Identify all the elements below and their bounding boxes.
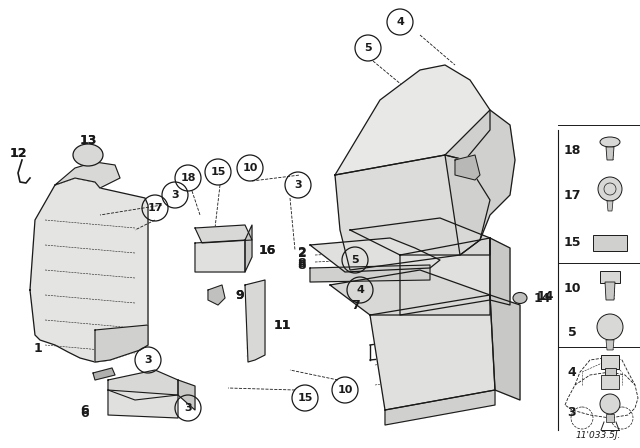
Text: 6: 6 <box>81 404 90 417</box>
Polygon shape <box>195 240 245 272</box>
Text: 11'033.5J.: 11'033.5J. <box>575 431 621 439</box>
Polygon shape <box>490 295 520 400</box>
Polygon shape <box>330 270 490 315</box>
Text: 12: 12 <box>9 146 27 159</box>
Text: 5: 5 <box>364 43 372 53</box>
Circle shape <box>600 394 620 414</box>
FancyBboxPatch shape <box>601 375 619 389</box>
Polygon shape <box>55 162 120 188</box>
Polygon shape <box>335 155 490 270</box>
Text: 5: 5 <box>568 326 577 339</box>
Polygon shape <box>208 285 225 305</box>
Circle shape <box>598 177 622 201</box>
Polygon shape <box>245 225 252 272</box>
Polygon shape <box>445 110 515 255</box>
Polygon shape <box>195 225 252 243</box>
Polygon shape <box>310 265 430 282</box>
Text: 1: 1 <box>34 341 42 354</box>
Polygon shape <box>605 282 615 300</box>
Polygon shape <box>93 368 115 380</box>
Text: 13: 13 <box>79 134 97 146</box>
Text: 16: 16 <box>259 244 276 257</box>
Text: 15: 15 <box>563 236 580 249</box>
Text: 6: 6 <box>81 406 90 419</box>
Text: 8: 8 <box>298 257 307 270</box>
Text: 14: 14 <box>536 289 554 302</box>
Text: 9: 9 <box>236 289 244 302</box>
Text: 3: 3 <box>294 180 302 190</box>
Text: 2: 2 <box>298 246 307 258</box>
Text: 11: 11 <box>273 319 291 332</box>
Text: 15: 15 <box>298 393 313 403</box>
Text: 17: 17 <box>147 203 163 213</box>
Polygon shape <box>385 390 495 425</box>
Polygon shape <box>606 414 614 422</box>
Ellipse shape <box>600 137 620 147</box>
Polygon shape <box>30 178 148 362</box>
Text: 3: 3 <box>184 403 192 413</box>
Text: 4: 4 <box>396 17 404 27</box>
Text: 5: 5 <box>351 255 359 265</box>
Polygon shape <box>245 280 265 362</box>
Text: 2: 2 <box>298 246 307 259</box>
Polygon shape <box>95 325 148 362</box>
Text: 12: 12 <box>9 146 27 159</box>
FancyBboxPatch shape <box>605 367 616 376</box>
FancyBboxPatch shape <box>601 355 619 369</box>
Ellipse shape <box>513 293 527 303</box>
Polygon shape <box>178 380 195 410</box>
Text: 10: 10 <box>243 163 258 173</box>
Ellipse shape <box>73 144 103 166</box>
Polygon shape <box>606 147 614 160</box>
Text: 9: 9 <box>236 289 244 302</box>
FancyBboxPatch shape <box>593 235 627 251</box>
Polygon shape <box>310 238 440 272</box>
Text: 15: 15 <box>211 167 226 177</box>
Text: 16: 16 <box>259 244 276 257</box>
Text: 18: 18 <box>563 143 580 156</box>
Text: 3: 3 <box>144 355 152 365</box>
Text: 8: 8 <box>298 258 307 271</box>
Text: 13: 13 <box>79 134 97 146</box>
Text: 10: 10 <box>563 281 580 294</box>
Polygon shape <box>400 238 490 315</box>
Text: 3: 3 <box>171 190 179 200</box>
Text: 14: 14 <box>533 292 551 305</box>
Text: 7: 7 <box>351 298 360 311</box>
Text: 11: 11 <box>273 319 291 332</box>
Polygon shape <box>350 218 490 255</box>
FancyBboxPatch shape <box>600 271 620 283</box>
Polygon shape <box>335 65 490 175</box>
Polygon shape <box>607 201 613 211</box>
Text: 17: 17 <box>563 189 580 202</box>
Text: 4: 4 <box>356 285 364 295</box>
Text: 4: 4 <box>568 366 577 379</box>
Polygon shape <box>108 390 178 418</box>
Text: 10: 10 <box>337 385 353 395</box>
Circle shape <box>597 314 623 340</box>
Polygon shape <box>606 340 614 350</box>
Polygon shape <box>370 295 495 410</box>
Polygon shape <box>490 238 510 305</box>
Polygon shape <box>455 155 480 180</box>
Polygon shape <box>108 370 178 400</box>
Text: 3: 3 <box>568 405 576 418</box>
Text: 18: 18 <box>180 173 196 183</box>
